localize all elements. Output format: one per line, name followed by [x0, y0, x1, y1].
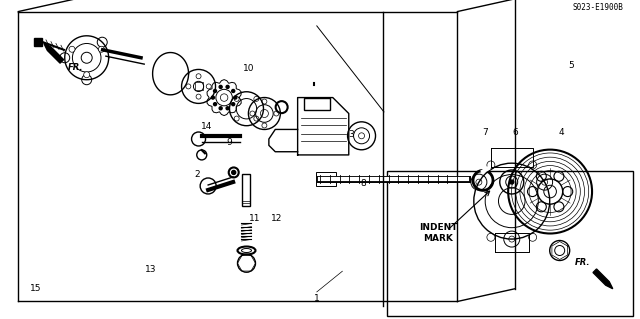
Text: 14: 14 — [201, 122, 212, 131]
Circle shape — [234, 96, 237, 99]
Text: 12: 12 — [271, 214, 282, 223]
Circle shape — [219, 85, 222, 88]
Text: S023-E1900B: S023-E1900B — [573, 3, 623, 11]
Text: 8: 8 — [360, 179, 365, 188]
Text: 13: 13 — [145, 265, 156, 274]
Circle shape — [69, 46, 75, 52]
Text: 4: 4 — [559, 128, 564, 137]
Text: 9: 9 — [227, 138, 232, 147]
Text: INDENT
MARK: INDENT MARK — [419, 223, 458, 243]
Circle shape — [84, 72, 90, 78]
Circle shape — [219, 107, 222, 110]
Polygon shape — [44, 43, 63, 63]
Circle shape — [232, 170, 236, 174]
Text: 11: 11 — [249, 214, 260, 223]
Circle shape — [214, 89, 216, 93]
Bar — [34, 38, 42, 46]
Circle shape — [214, 103, 216, 106]
Bar — [304, 98, 330, 110]
Bar — [243, 174, 250, 206]
Bar — [195, 82, 202, 90]
Text: 5: 5 — [568, 61, 574, 70]
Text: FR.: FR. — [575, 258, 591, 267]
Circle shape — [232, 89, 235, 93]
Text: 7: 7 — [482, 128, 488, 137]
Text: 6: 6 — [513, 128, 518, 137]
Circle shape — [226, 107, 229, 110]
Text: 3: 3 — [348, 130, 353, 139]
Circle shape — [99, 46, 104, 52]
Text: 2: 2 — [195, 169, 200, 179]
Text: 15: 15 — [30, 284, 42, 293]
Text: FR.: FR. — [68, 63, 83, 72]
Circle shape — [232, 103, 235, 106]
Text: 1: 1 — [314, 294, 319, 303]
Polygon shape — [593, 269, 612, 289]
Circle shape — [509, 180, 514, 184]
Bar — [387, 171, 633, 316]
Text: 10: 10 — [243, 64, 254, 73]
Bar — [316, 172, 336, 186]
Circle shape — [211, 96, 214, 99]
Circle shape — [226, 85, 229, 88]
